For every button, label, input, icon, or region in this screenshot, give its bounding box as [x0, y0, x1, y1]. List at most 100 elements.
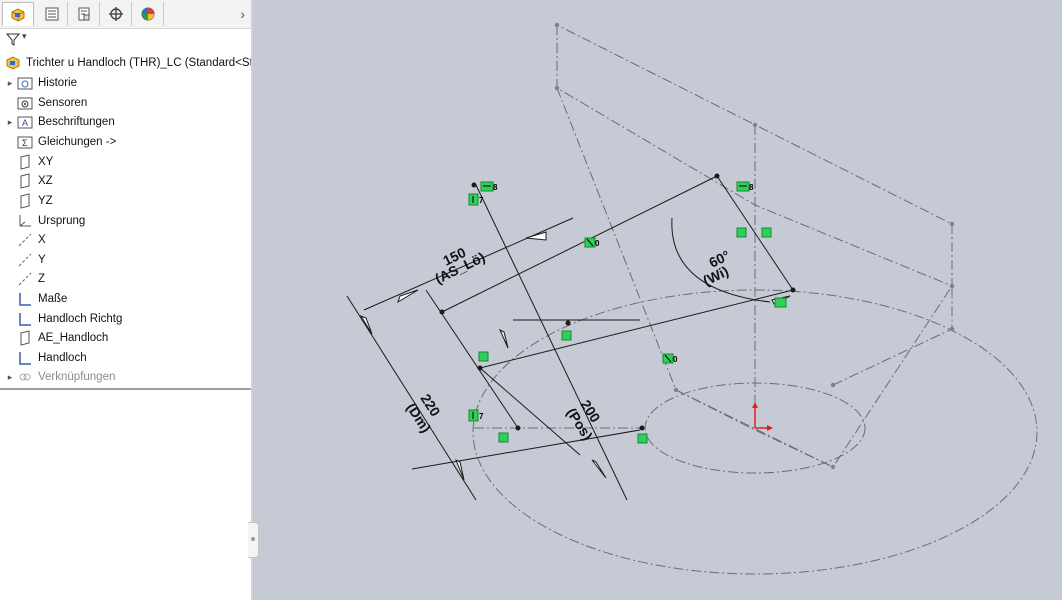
sensors-folder-icon: [16, 95, 34, 111]
expand-arrow-icon[interactable]: ▸: [7, 77, 13, 88]
parallel-relation-icon[interactable]: 0: [584, 237, 600, 248]
svg-text:A: A: [22, 118, 28, 128]
tree-item-masse[interactable]: Maße: [4, 290, 67, 308]
horizontal-relation-icon[interactable]: 8: [736, 181, 754, 192]
tree-item-gleichungen[interactable]: Σ Gleichungen ->: [4, 133, 116, 151]
panel-splitter[interactable]: [0, 388, 251, 390]
sketch-canvas[interactable]: 8 8 7 7 0: [253, 0, 1062, 600]
plane-icon: [16, 173, 34, 189]
tree-item-label: Y: [38, 254, 46, 266]
relation-count: 8: [749, 183, 754, 192]
display-manager-tab[interactable]: [132, 2, 164, 26]
graphics-area[interactable]: 8 8 7 7 0: [253, 0, 1062, 600]
midpoint-relation-icon[interactable]: [561, 330, 572, 341]
history-folder-icon: [16, 75, 34, 91]
tree-item-historie[interactable]: ▸ Historie: [4, 74, 77, 92]
tree-item-y-axis[interactable]: Y: [4, 251, 46, 269]
filter-dropdown-caret[interactable]: ▾: [22, 31, 27, 41]
expand-arrow-icon[interactable]: ▸: [7, 371, 13, 382]
configuration-manager-tab[interactable]: [68, 2, 100, 26]
origin-triad-icon: [752, 402, 773, 431]
sketch-point: [477, 365, 483, 371]
relation-count: 7: [479, 196, 484, 205]
coincident-relation-icon[interactable]: [736, 227, 747, 238]
tree-item-ursprung[interactable]: Ursprung: [4, 212, 85, 230]
tree-item-yz[interactable]: YZ: [4, 192, 53, 210]
panel-collapse-handle[interactable]: [248, 522, 259, 558]
property-manager-icon: [45, 7, 58, 21]
origin-icon: [16, 213, 34, 229]
manager-tab-bar: ›: [0, 0, 251, 29]
tree-item-label: XZ: [38, 175, 53, 187]
tree-item-xy[interactable]: XY: [4, 153, 53, 171]
tree-item-sensoren[interactable]: Sensoren: [4, 94, 87, 112]
sketch-line: [475, 184, 628, 501]
tree-item-label: Gleichungen ->: [38, 136, 117, 148]
sketch-point: [565, 320, 571, 326]
sketch-point: [439, 309, 445, 315]
tree-item-label: X: [38, 234, 46, 246]
relation-count: 8: [493, 183, 498, 192]
hopper-profile-line: [556, 87, 953, 468]
tree-item-label: Handloch: [38, 352, 87, 364]
sketch-point: [639, 425, 645, 431]
tree-item-xz[interactable]: XZ: [4, 172, 53, 190]
tree-item-label: Historie: [38, 77, 77, 89]
dimxpert-icon: [108, 7, 123, 21]
tree-item-label: AE_Handloch: [38, 332, 109, 344]
angle-dimension-name[interactable]: (Wi): [700, 263, 731, 289]
tree-item-label: Verknüpfungen: [38, 371, 116, 383]
tree-item-handloch[interactable]: Handloch: [4, 349, 87, 367]
feature-manager-tab[interactable]: [2, 2, 34, 26]
perpendicular-relation-icon[interactable]: [498, 432, 509, 443]
sketch-line: [716, 175, 794, 291]
tree-item-verknuepfungen[interactable]: ▸ Verknüpfungen: [4, 368, 116, 386]
plane-icon: [16, 154, 34, 170]
plane-icon: [16, 193, 34, 209]
property-manager-tab[interactable]: [36, 2, 68, 26]
tree-item-label: Beschriftungen: [38, 116, 115, 128]
sketch-point: [515, 425, 521, 431]
coincident-relation-icon[interactable]: [478, 351, 489, 362]
sketch-line: [479, 367, 581, 456]
expand-arrow-icon[interactable]: ▸: [7, 116, 13, 127]
tree-item-x-axis[interactable]: X: [4, 231, 46, 249]
hopper-vertex: [830, 382, 836, 388]
display-manager-icon: [141, 7, 154, 21]
tree-item-handloch-richtg[interactable]: Handloch Richtg: [4, 310, 122, 328]
tree-item-label: Z: [38, 273, 46, 285]
axis-icon: [16, 252, 34, 268]
plane-icon: [16, 330, 34, 346]
tree-item-beschriftungen[interactable]: ▸ A Beschriftungen: [4, 113, 115, 131]
dimension-arrow: [591, 459, 607, 479]
tree-item-ae-handloch[interactable]: AE_Handloch: [4, 329, 108, 347]
root-part-node[interactable]: Trichter u Handloch (THR)_LC (Standard<S…: [4, 54, 251, 72]
tree-filter[interactable]: ▾: [0, 29, 251, 51]
relation-count: 0: [673, 355, 678, 364]
sketch-line: [363, 217, 574, 311]
sketch-icon: [16, 291, 34, 307]
configuration-manager-icon: [78, 7, 89, 21]
tree-item-label: Ursprung: [38, 215, 86, 227]
parallel-relation-icon[interactable]: 0: [662, 353, 678, 364]
more-tabs-arrow[interactable]: ›: [240, 6, 245, 22]
tree-item-z-axis[interactable]: Z: [4, 270, 45, 288]
sketch-point: [714, 173, 720, 179]
panel-divider[interactable]: [251, 0, 253, 600]
dimxpert-tab[interactable]: [100, 2, 132, 26]
vertical-relation-icon[interactable]: 7: [468, 409, 484, 422]
horizontal-relation-icon[interactable]: 8: [480, 181, 498, 192]
coincident-relation-icon[interactable]: [637, 433, 648, 444]
relation-count: 0: [595, 239, 600, 248]
perpendicular-relation-icon[interactable]: [774, 297, 787, 308]
bottom-ellipse: [644, 382, 866, 474]
sketch-relations[interactable]: 8 8 7 7 0: [468, 181, 787, 444]
vertical-relation-icon[interactable]: 7: [468, 193, 484, 206]
hopper-vertex: [554, 22, 560, 28]
dimension-arrow: [455, 458, 465, 481]
coincident-relation-icon[interactable]: [761, 227, 772, 238]
hopper-vertex: [752, 122, 758, 128]
tree-item-label: Handloch Richtg: [38, 313, 123, 325]
equations-folder-icon: Σ: [16, 134, 34, 150]
dimension-arrow: [525, 231, 547, 241]
